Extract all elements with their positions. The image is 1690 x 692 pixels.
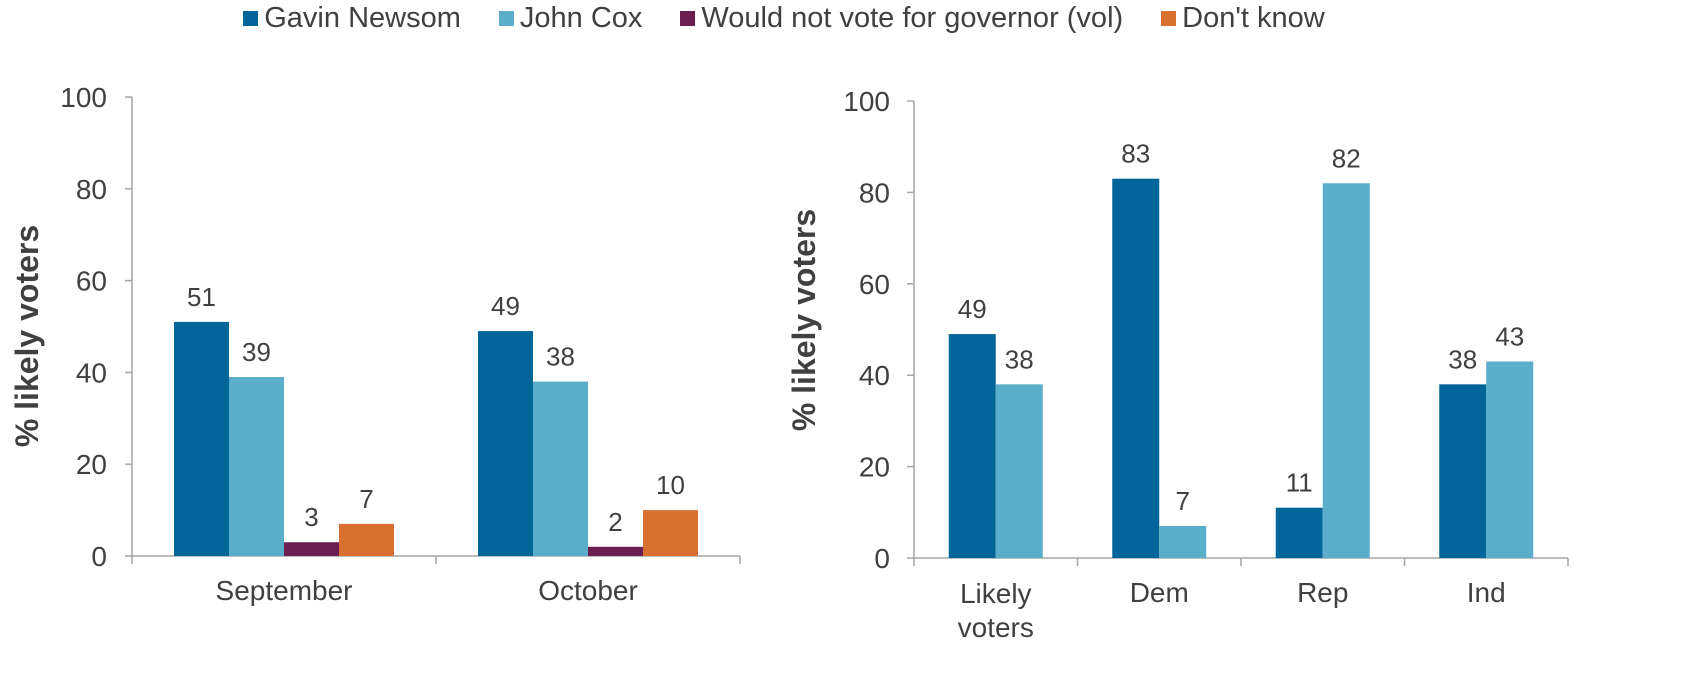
y-tick-label: 80 <box>859 177 890 208</box>
data-label: 7 <box>1176 486 1190 516</box>
bar <box>643 510 698 556</box>
legend-label: Would not vote for governor (vol) <box>701 1 1124 34</box>
y-tick-label: 40 <box>76 357 107 388</box>
legend-label: Gavin Newsom <box>264 1 461 34</box>
y-tick-label: 100 <box>843 86 890 117</box>
bar <box>1275 507 1323 558</box>
data-label: 39 <box>242 337 271 367</box>
data-label: 10 <box>656 470 685 500</box>
y-tick-label: 0 <box>91 541 107 572</box>
legend-item: John Cox <box>498 1 643 35</box>
bar <box>339 523 394 556</box>
bar <box>1486 361 1534 558</box>
x-tick-label: Rep <box>1297 577 1348 608</box>
y-tick-label: 40 <box>859 360 890 391</box>
legend-item: Don't know <box>1161 2 1325 35</box>
data-label: 38 <box>546 342 575 372</box>
x-tick-label: Likely <box>960 578 1032 609</box>
legend-item: Gavin Newsom <box>243 2 461 35</box>
data-label: 3 <box>304 502 318 532</box>
y-tick-label: 100 <box>60 82 107 113</box>
bar <box>284 542 339 556</box>
x-tick-label: Dem <box>1130 577 1189 608</box>
x-tick-label: September <box>216 575 353 606</box>
data-label: 11 <box>1286 468 1313 498</box>
data-label: 49 <box>958 294 987 324</box>
legend: Gavin Newsom John Cox Would not vote for g… <box>0 0 1690 36</box>
data-label: 82 <box>1332 143 1361 173</box>
legend-item: Would not vote for governor (vol) <box>680 2 1123 35</box>
y-tick-label: 60 <box>76 266 107 297</box>
y-tick-label: 20 <box>76 449 107 480</box>
x-tick-label: October <box>538 575 638 606</box>
data-label: 38 <box>1005 344 1034 374</box>
x-tick-label: Ind <box>1467 577 1506 608</box>
data-label: 2 <box>608 507 622 537</box>
bar <box>174 321 229 556</box>
bar <box>1112 178 1160 558</box>
bar <box>229 376 284 556</box>
y-tick-label: 0 <box>874 543 890 574</box>
y-tick-label: 80 <box>76 174 107 205</box>
bar <box>948 334 996 558</box>
data-label: 38 <box>1448 344 1477 374</box>
bar <box>588 546 643 556</box>
y-axis-title: % likely voters <box>9 225 45 447</box>
bar <box>1439 384 1487 558</box>
y-axis-title: % likely voters <box>786 209 822 431</box>
data-label: 51 <box>187 282 216 312</box>
legend-label: John Cox <box>519 1 643 34</box>
data-label: 83 <box>1121 139 1150 169</box>
legend-label: Don't know <box>1182 1 1325 34</box>
bar <box>1159 526 1207 558</box>
legend-swatch <box>1161 10 1177 26</box>
data-label: 7 <box>359 484 373 514</box>
bar <box>1322 183 1370 558</box>
bar <box>533 381 588 556</box>
legend-swatch <box>243 10 259 26</box>
bar <box>478 331 533 556</box>
data-label: 49 <box>491 291 520 321</box>
y-tick-label: 60 <box>859 269 890 300</box>
x-tick-label: voters <box>958 612 1034 643</box>
legend-swatch <box>680 10 696 26</box>
legend-swatch <box>498 10 514 26</box>
data-label: 43 <box>1495 321 1524 351</box>
bar <box>995 384 1043 558</box>
y-tick-label: 20 <box>859 452 890 483</box>
